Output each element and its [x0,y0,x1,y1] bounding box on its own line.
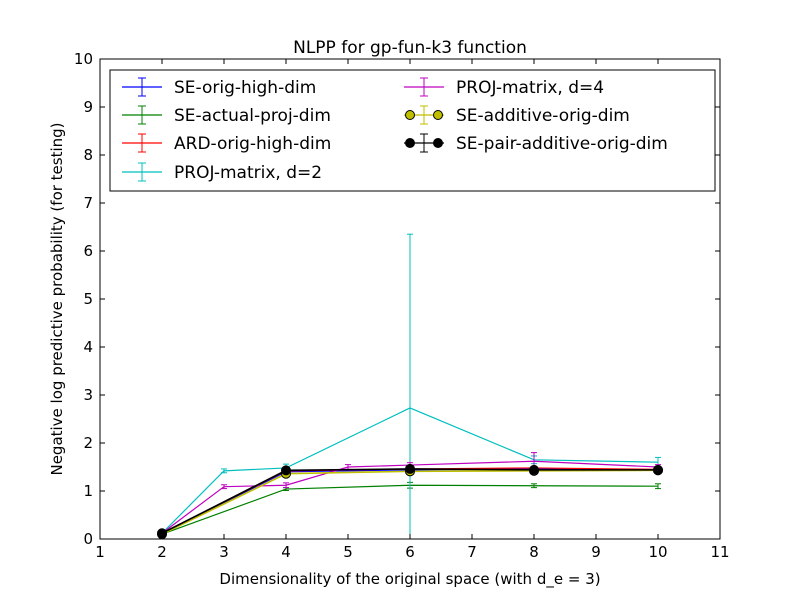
legend-item-5: SE-additive-orig-dim [404,105,630,126]
y-axis-label: Negative log predictive probability (for… [48,122,66,475]
x-tick-label: 10 [648,543,667,561]
data-point [281,465,291,476]
series-line [161,407,659,534]
legend-label: SE-orig-high-dim [174,78,316,98]
x-tick-label: 11 [710,543,729,561]
legend: SE-orig-high-dim SE-actual-proj-dim ARD-or… [109,69,716,192]
x-tick-label: 5 [343,543,353,561]
legend-item-4: PROJ-matrix, d=4 [404,77,604,98]
y-tick-label: 10 [74,50,93,68]
series-line [161,460,659,534]
y-tick-label: 5 [83,290,93,308]
legend-item-6: SE-pair-additive-orig-dim [404,133,668,154]
series-layer [157,233,663,539]
legend-swatch-marker [433,110,443,120]
x-tick-label: 1 [95,543,105,561]
y-tick-label: 3 [83,386,93,404]
data-point [405,463,415,474]
legend-swatch-marker [405,138,415,148]
legend-frame [109,69,716,192]
x-axis-label: Dimensionality of the original space (wi… [219,570,600,589]
y-tick-label: 0 [83,530,93,548]
legend-swatch-marker [433,138,443,148]
legend-item-0: SE-orig-high-dim [122,77,316,98]
legend-label: SE-pair-additive-orig-dim [456,134,668,154]
legend-label: PROJ-matrix, d=2 [174,163,322,183]
y-tick-label: 6 [83,242,93,260]
legend-item-2: ARD-orig-high-dim [122,133,331,154]
legend-item-1: SE-actual-proj-dim [122,105,331,126]
x-tick-label: 8 [529,543,539,561]
y-tick-label: 2 [83,434,93,452]
x-tick-label: 4 [281,543,291,561]
y-tick-label: 8 [83,146,93,164]
legend-label: PROJ-matrix, d=4 [456,78,604,98]
legend-item-3: PROJ-matrix, d=2 [122,162,322,183]
legend-label: ARD-orig-high-dim [174,134,331,154]
y-tick-label: 7 [83,194,93,212]
x-tick-label: 9 [591,543,601,561]
data-point [529,464,539,475]
legend-swatch-marker [405,110,415,120]
x-tick-label: 7 [467,543,477,561]
x-tick-label: 2 [157,543,167,561]
y-tick-label: 1 [83,482,93,500]
legend-label: SE-additive-orig-dim [456,106,630,126]
y-tick-label: 9 [83,98,93,116]
y-tick-label: 4 [83,338,93,356]
chart-title: NLPP for gp-fun-k3 function [293,38,527,58]
x-tick-label: 3 [219,543,229,561]
legend-label: SE-actual-proj-dim [174,106,331,126]
data-point [653,464,663,475]
x-tick-label: 6 [405,543,415,561]
